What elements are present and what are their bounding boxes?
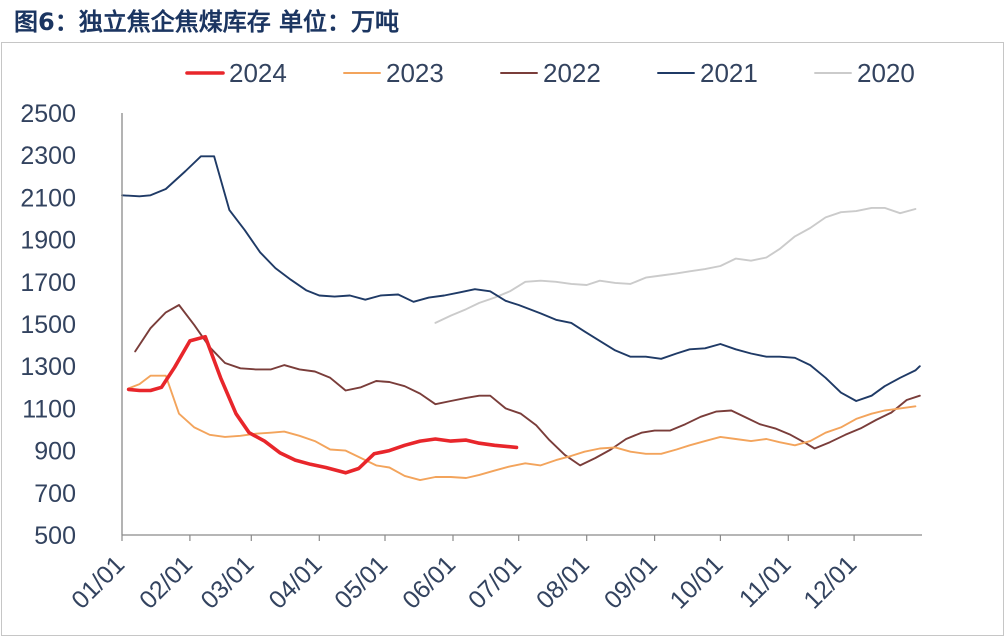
legend-label: 2023 (386, 58, 444, 88)
y-tick-label: 2500 (20, 100, 76, 128)
legend: 2024 2023 2022 2021 2020 (185, 58, 915, 88)
x-tick-label: 08/01 (531, 550, 595, 614)
y-tick-label: 1500 (20, 311, 76, 339)
x-tick-label: 06/01 (397, 550, 461, 614)
y-tick-label: 1900 (20, 227, 76, 255)
chart-title: 图6：独立焦企焦煤库存 单位：万吨 (14, 8, 399, 36)
x-tick-label: 04/01 (264, 550, 328, 614)
series-line-2022 (134, 304, 921, 467)
y-tick-label: 1700 (20, 269, 76, 297)
y-tick-label: 2300 (20, 142, 76, 170)
x-tick-label: 01/01 (66, 550, 130, 614)
y-tick-label: 500 (34, 522, 76, 550)
x-tick-label: 12/01 (798, 550, 862, 614)
x-tick-label: 02/01 (134, 550, 198, 614)
y-tick-label: 2100 (20, 184, 76, 212)
series-line-2021 (121, 155, 921, 402)
x-tick-label: 05/01 (329, 550, 393, 614)
series-line-2024 (126, 334, 519, 475)
series-line-2020 (434, 206, 917, 324)
chart-frame (1, 42, 1004, 636)
legend-item: 2023 (343, 58, 444, 88)
legend-item: 2020 (814, 58, 915, 88)
legend-item: 2021 (657, 58, 758, 88)
legend-label: 2021 (700, 58, 758, 88)
y-tick-label: 1300 (20, 353, 76, 381)
legend-label: 2022 (543, 58, 601, 88)
x-tick-label: 07/01 (463, 550, 527, 614)
legend-label: 2024 (229, 58, 287, 88)
y-axis-ticks: 500 700 900 1100 1300 1500 1700 1900 2100 2300 250… (20, 100, 76, 550)
y-tick-label: 900 (34, 438, 76, 466)
series-layer (121, 155, 921, 482)
x-tick-label: 03/01 (196, 550, 260, 614)
x-tick-label: 10/01 (665, 550, 729, 614)
y-tick-label: 700 (34, 480, 76, 508)
y-tick-label: 1100 (22, 395, 76, 423)
x-tick-label: 09/01 (599, 550, 663, 614)
legend-item: 2022 (500, 58, 601, 88)
x-tick-label: 11/01 (734, 550, 797, 613)
legend-item: 2024 (185, 58, 287, 88)
legend-label: 2020 (857, 58, 915, 88)
